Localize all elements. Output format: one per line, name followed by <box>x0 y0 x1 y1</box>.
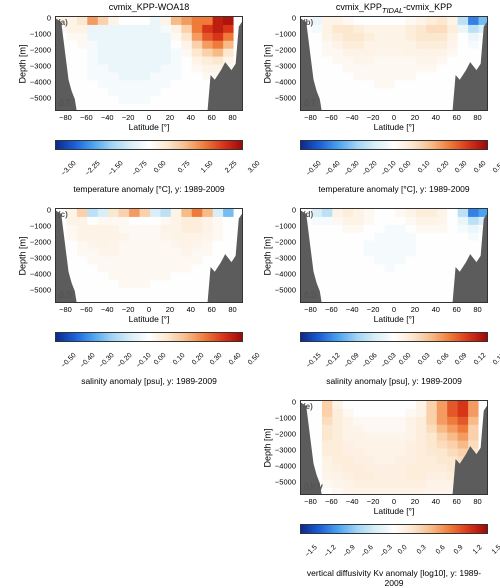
panel-a-ylabel: Depth [m] <box>18 44 28 83</box>
panel-e-var: ΔKv <box>303 482 323 493</box>
panel-a-xlabel: Latitude [°] <box>129 122 170 132</box>
panel-e: (e) ΔKv 0−1000−2000−3000−4000−5000 −80−6… <box>300 400 488 495</box>
panel-a-var: ΔT <box>58 98 71 109</box>
panel-c-ylabel: Depth [m] <box>18 236 28 275</box>
col-title-right: cvmix_KPPTIDAL-cvmix_KPP <box>300 2 488 15</box>
colorbar-e-label: vertical diffusivity Kv anomaly [log10],… <box>300 568 488 588</box>
panel-d: (d) ΔS 0−1000−2000−3000−4000−5000 −80−60… <box>300 208 488 303</box>
colorbar-d: −0.15−0.12−0.09−0.06−0.030.000.030.060.0… <box>300 332 488 386</box>
panel-d-ylabel: Depth [m] <box>263 236 273 275</box>
panel-b-ylabel: Depth [m] <box>263 44 273 83</box>
colorbar-a: −3.00−2.25−1.50−0.750.000.751.502.253.00… <box>55 140 243 194</box>
panel-e-letter: (e) <box>303 402 313 411</box>
panel-d-var: ΔS <box>303 290 317 301</box>
colorbar-b-label: temperature anomaly [°C], y: 1989-2009 <box>300 184 488 194</box>
colorbar-c: −0.50−0.40−0.30−0.20−0.100.000.100.200.3… <box>55 332 243 386</box>
col-title-left: cvmix_KPP-WOA18 <box>55 2 243 12</box>
colorbar-d-label: salinity anomaly [psu], y: 1989-2009 <box>300 376 488 386</box>
panel-b-letter: (b) <box>303 18 313 27</box>
panel-b-var: ΔT <box>303 98 316 109</box>
colorbar-e: −1.5−1.2−0.9−0.6−0.30.00.30.60.91.21.5 v… <box>300 524 488 588</box>
panel-c-letter: (c) <box>58 210 68 219</box>
panel-d-letter: (d) <box>303 210 313 219</box>
colorbar-c-label: salinity anomaly [psu], y: 1989-2009 <box>55 376 243 386</box>
panel-c-xlabel: Latitude [°] <box>129 314 170 324</box>
panel-b-xlabel: Latitude [°] <box>374 122 415 132</box>
panel-a-letter: (a) <box>58 18 68 27</box>
colorbar-a-label: temperature anomaly [°C], y: 1989-2009 <box>55 184 243 194</box>
colorbar-b: −0.50−0.40−0.30−0.20−0.100.000.100.200.3… <box>300 140 488 194</box>
panel-b: (b) ΔT 0−1000−2000−3000−4000−5000 −80−60… <box>300 16 488 111</box>
panel-c: (c) ΔS 0−1000−2000−3000−4000−5000 −80−60… <box>55 208 243 303</box>
panel-a: (a) ΔT 0−1000−2000−3000−4000−5000 −80−60… <box>55 16 243 111</box>
panel-e-xlabel: Latitude [°] <box>374 506 415 516</box>
panel-d-xlabel: Latitude [°] <box>374 314 415 324</box>
panel-c-var: ΔS <box>58 290 72 301</box>
panel-e-ylabel: Depth [m] <box>263 428 273 467</box>
